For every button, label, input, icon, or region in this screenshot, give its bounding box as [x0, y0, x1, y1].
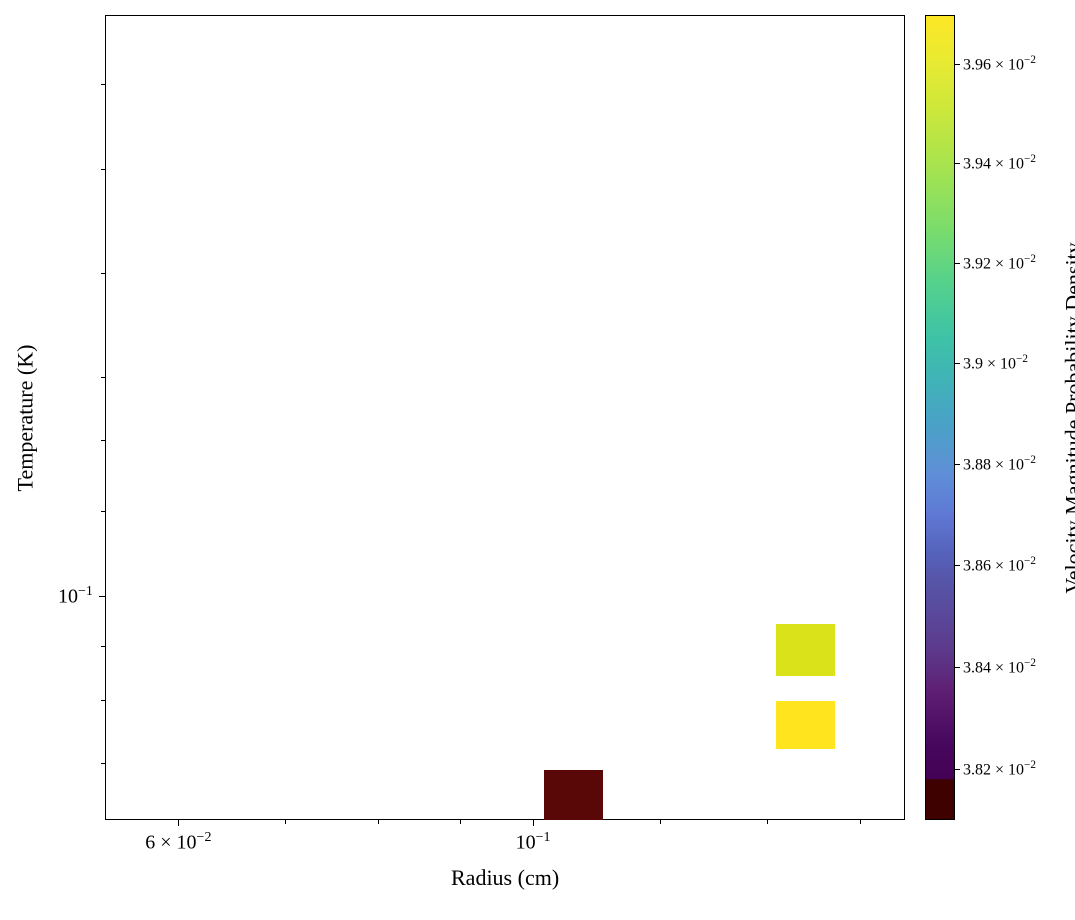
x-tick-mark: [533, 820, 534, 826]
colorbar-tick-mark: [955, 769, 960, 770]
x-tick-label: 6 × 10−2: [145, 830, 211, 855]
y-tick-label: 10−1: [58, 584, 93, 609]
colorbar-tick-label: 3.96 × 10−2: [963, 54, 1036, 74]
x-minor-tick: [460, 820, 461, 824]
x-axis-label: Radius (cm): [451, 865, 559, 891]
y-minor-tick: [101, 440, 105, 441]
x-tick-label: 10−1: [516, 830, 551, 855]
colorbar-tick-label: 3.9 × 10−2: [963, 353, 1028, 373]
x-minor-tick: [378, 820, 379, 824]
colorbar-tick-mark: [955, 363, 960, 364]
data-point: [776, 701, 835, 749]
colorbar-tick-mark: [955, 464, 960, 465]
x-tick-mark: [178, 820, 179, 826]
y-minor-tick: [101, 377, 105, 378]
x-minor-tick: [767, 820, 768, 824]
x-minor-tick: [285, 820, 286, 824]
chart-container: Temperature (K) Radius (cm) Velocity Mag…: [0, 0, 1075, 920]
x-minor-tick: [660, 820, 661, 824]
y-tick-mark: [99, 596, 105, 597]
colorbar: [925, 15, 955, 820]
colorbar-tick-label: 3.94 × 10−2: [963, 153, 1036, 173]
y-minor-tick: [101, 84, 105, 85]
y-minor-tick: [101, 169, 105, 170]
y-axis-label: Temperature (K): [12, 344, 38, 491]
colorbar-label: Velocity Magnitude Probability Density: [1060, 242, 1075, 593]
data-point: [776, 624, 835, 676]
colorbar-tick-mark: [955, 64, 960, 65]
y-minor-tick: [101, 763, 105, 764]
colorbar-tick-label: 3.84 × 10−2: [963, 657, 1036, 677]
y-minor-tick: [101, 700, 105, 701]
plot-area: [105, 15, 905, 820]
x-minor-tick: [860, 820, 861, 824]
y-minor-tick: [101, 646, 105, 647]
colorbar-tick-mark: [955, 565, 960, 566]
colorbar-tick-label: 3.82 × 10−2: [963, 759, 1036, 779]
y-minor-tick: [101, 273, 105, 274]
colorbar-tick-mark: [955, 263, 960, 264]
y-minor-tick: [101, 511, 105, 512]
colorbar-tick-label: 3.86 × 10−2: [963, 555, 1036, 575]
data-point: [544, 770, 603, 820]
colorbar-tick-label: 3.88 × 10−2: [963, 454, 1036, 474]
colorbar-tick-mark: [955, 667, 960, 668]
colorbar-tick-label: 3.92 × 10−2: [963, 253, 1036, 273]
colorbar-tick-mark: [955, 163, 960, 164]
